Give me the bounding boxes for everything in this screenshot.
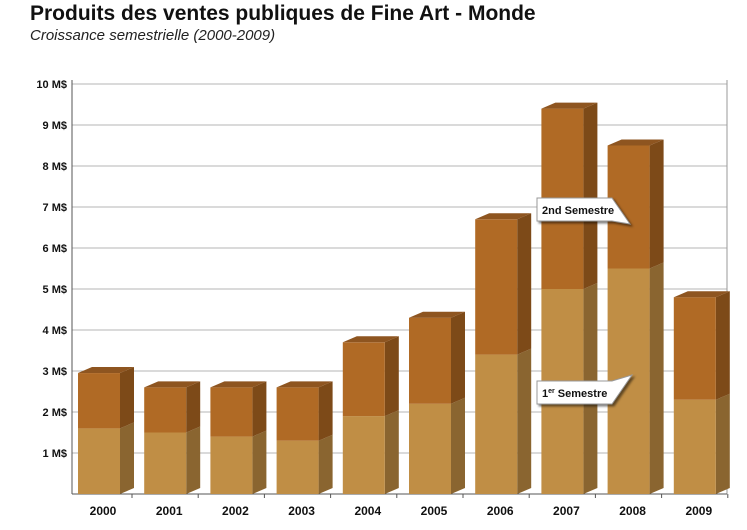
bar-side-2006-1 bbox=[517, 213, 532, 355]
bar-2005-2nd bbox=[409, 317, 451, 404]
bar-side-2002-1 bbox=[252, 381, 267, 437]
bar-2006-1er bbox=[475, 354, 518, 494]
bar-side-2009-1 bbox=[715, 291, 730, 400]
bar-top-2006 bbox=[475, 213, 532, 220]
x-tick-label: 2000 bbox=[90, 504, 117, 518]
y-tick-label: 7 M$ bbox=[43, 202, 67, 214]
y-tick-label: 8 M$ bbox=[43, 161, 67, 173]
bar-side-2003-1 bbox=[318, 381, 333, 441]
bar-side-2000-1 bbox=[120, 367, 134, 429]
bar-2001-2nd bbox=[144, 387, 187, 433]
bar-2000-2nd bbox=[78, 373, 120, 429]
bar-top-2000 bbox=[78, 367, 134, 374]
bar-2003-1er bbox=[276, 440, 319, 494]
y-tick-label: 3 M$ bbox=[43, 366, 67, 378]
bar-2006-2nd bbox=[475, 219, 518, 355]
bar-top-2001 bbox=[144, 381, 201, 388]
chart-subtitle: Croissance semestrielle (2000-2009) bbox=[30, 27, 276, 44]
bar-2003-2nd bbox=[276, 387, 319, 441]
y-tick-label: 5 M$ bbox=[43, 284, 67, 296]
chart-title: Produits des ventes publiques de Fine Ar… bbox=[30, 2, 536, 25]
bar-side-2008-1 bbox=[649, 139, 664, 269]
bar-side-2009-0 bbox=[715, 393, 730, 494]
y-tick-label: 10 M$ bbox=[36, 79, 67, 91]
bar-side-2001-0 bbox=[186, 426, 201, 494]
bar-2009-1er bbox=[673, 399, 716, 494]
bar-top-2005 bbox=[409, 311, 465, 318]
bar-side-2007-1 bbox=[583, 102, 598, 289]
bar-top-2004 bbox=[342, 336, 399, 343]
y-tick-label: 1 M$ bbox=[43, 448, 67, 460]
x-tick-label: 2003 bbox=[288, 504, 315, 518]
callout-1er-semestre: 1er Semestre bbox=[536, 374, 634, 405]
bar-2004-2nd bbox=[342, 342, 385, 417]
y-tick-label: 9 M$ bbox=[43, 120, 67, 132]
bar-side-2008-0 bbox=[649, 262, 664, 494]
x-tick-label: 2008 bbox=[619, 504, 646, 518]
y-tick-label: 6 M$ bbox=[43, 243, 67, 255]
x-tick-label: 2004 bbox=[354, 504, 381, 518]
bar-2002-2nd bbox=[210, 387, 253, 437]
bar-side-2005-0 bbox=[451, 397, 465, 494]
bar-side-2003-0 bbox=[318, 434, 333, 494]
bar-side-2002-0 bbox=[252, 430, 267, 494]
bar-2005-1er bbox=[409, 403, 451, 494]
bar-top-2009 bbox=[673, 291, 730, 298]
y-tick-label: 4 M$ bbox=[43, 325, 67, 337]
x-tick-label: 2009 bbox=[685, 504, 712, 518]
bar-2000-1er bbox=[78, 428, 120, 494]
x-tick-label: 2006 bbox=[487, 504, 514, 518]
bar-2004-1er bbox=[342, 416, 385, 494]
x-tick-label: 2007 bbox=[553, 504, 580, 518]
bar-2001-1er bbox=[144, 432, 187, 494]
x-tick-label: 2002 bbox=[222, 504, 249, 518]
bar-side-2005-1 bbox=[451, 311, 465, 404]
bar-side-2006-0 bbox=[517, 348, 532, 494]
x-tick-label: 2001 bbox=[156, 504, 183, 518]
y-tick-label: 2 M$ bbox=[43, 407, 67, 419]
bar-side-2000-0 bbox=[120, 422, 134, 494]
bar-side-2004-0 bbox=[384, 410, 399, 494]
bar-side-2001-1 bbox=[186, 381, 201, 433]
bar-side-2004-1 bbox=[384, 336, 399, 417]
bar-2002-1er bbox=[210, 436, 253, 494]
bar-top-2003 bbox=[276, 381, 333, 388]
x-tick-label: 2005 bbox=[421, 504, 448, 518]
bar-top-2002 bbox=[210, 381, 267, 388]
callout-1er-semestre-label: 1er Semestre bbox=[542, 388, 607, 400]
callout-2nd-semestre-label: 2nd Semestre bbox=[542, 205, 614, 217]
bar-top-2007 bbox=[541, 102, 598, 109]
bar-2009-2nd bbox=[673, 297, 716, 400]
callout-2nd-semestre: 2nd Semestre bbox=[536, 197, 632, 225]
bar-top-2008 bbox=[607, 139, 664, 146]
